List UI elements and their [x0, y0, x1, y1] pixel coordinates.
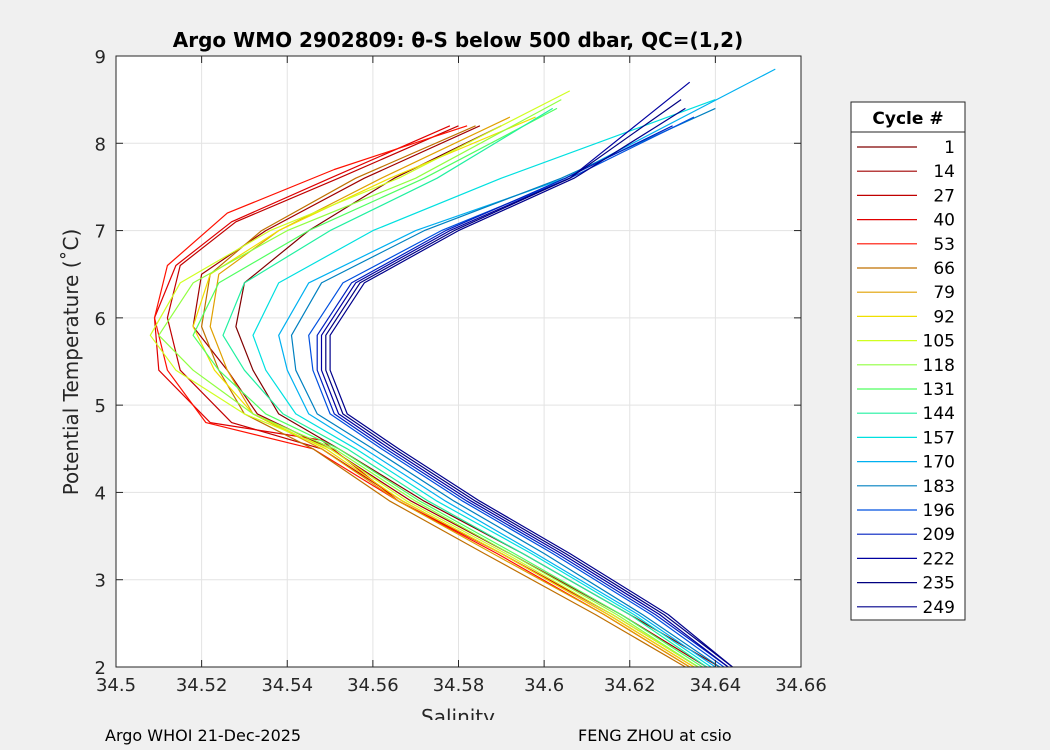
series-line-cycle-249: [329, 107, 733, 668]
x-tick-label: 34.5: [96, 675, 136, 696]
legend-title: Cycle #: [872, 109, 943, 129]
series-line-cycle-170: [278, 68, 776, 668]
series-line-cycle-222: [320, 81, 729, 668]
series-line-cycle-66: [201, 125, 686, 668]
legend-label: 157: [923, 428, 955, 448]
legend-label: 249: [923, 598, 955, 618]
y-tick-label: 4: [95, 483, 106, 504]
legend-label: 40: [933, 211, 955, 231]
x-axis-label: Salinity: [421, 705, 495, 720]
legend-label: 14: [933, 162, 955, 182]
legend-label: 118: [923, 356, 955, 376]
series-line-cycle-235: [325, 99, 733, 668]
legend-entries: 1 14 27 40 53 66 79 92 105 118 131 144 157 170 183 196 2…: [857, 138, 955, 618]
x-tick-label: 34.66: [775, 675, 827, 696]
legend-label: 144: [923, 404, 955, 424]
legend-label: 170: [923, 453, 955, 473]
series-layer: [149, 68, 776, 668]
x-tick-label: 34.62: [604, 675, 656, 696]
legend-label: 222: [923, 549, 955, 569]
series-line-cycle-118: [158, 99, 699, 668]
legend-label: 1: [944, 138, 955, 158]
legend-label: 92: [933, 307, 955, 327]
y-axis-label: Potential Temperature (˚C): [59, 229, 83, 496]
legend: Cycle # 1 14 27 40 53 66 79 92 105 118 131 144 157 17…: [850, 101, 966, 621]
series-line-cycle-105: [149, 90, 699, 668]
series-line-cycle-53: [153, 125, 691, 668]
y-tick-label: 5: [95, 396, 106, 417]
x-tick-label: 34.52: [176, 675, 228, 696]
x-tick-label: 34.56: [347, 675, 399, 696]
legend-label: 53: [933, 235, 955, 255]
x-tick-label: 34.64: [690, 675, 742, 696]
chart: 34.5 34.52 34.54 34.56 34.58 34.6 34.62 34.64 34…: [59, 28, 966, 720]
x-tick-label: 34.54: [261, 675, 313, 696]
series-line-cycle-209: [316, 125, 729, 668]
x-tick-label: 34.6: [524, 675, 564, 696]
chart-title: Argo WMO 2902809: θ-S below 500 dbar, QC…: [173, 28, 743, 52]
series-line-cycle-79: [209, 116, 691, 668]
x-tick-label: 34.58: [433, 675, 485, 696]
legend-label: 235: [923, 574, 955, 594]
legend-label: 131: [923, 380, 955, 400]
series-line-cycle-157: [252, 99, 716, 668]
y-tick-label: 2: [95, 658, 106, 679]
series-line-cycle-144: [222, 107, 708, 668]
legend-label: 66: [933, 259, 955, 279]
series-line-cycle-183: [290, 107, 721, 668]
legend-label: 27: [933, 186, 955, 206]
y-tick-label: 7: [95, 222, 106, 243]
y-tick-label: 6: [95, 309, 106, 330]
footer-left: Argo WHOI 21-Dec-2025: [105, 726, 302, 745]
legend-label: 183: [923, 477, 955, 497]
series-line-cycle-196: [308, 116, 725, 668]
y-tick-label: 9: [95, 47, 106, 68]
series-line-cycle-92: [192, 116, 695, 668]
legend-label: 196: [923, 501, 955, 521]
y-tick-label: 3: [95, 571, 106, 592]
ticks: 34.5 34.52 34.54 34.56 34.58 34.6 34.62 34.64 34…: [95, 47, 827, 696]
legend-label: 105: [923, 332, 955, 352]
footer-right: FENG ZHOU at csio: [578, 726, 732, 745]
y-tick-label: 8: [95, 134, 106, 155]
legend-label: 209: [923, 525, 955, 545]
legend-label: 79: [933, 283, 955, 303]
series-line-cycle-131: [192, 107, 703, 668]
